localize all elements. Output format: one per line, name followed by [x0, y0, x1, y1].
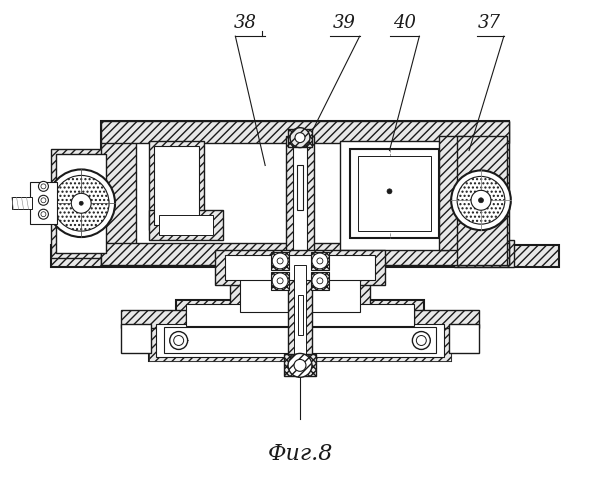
Bar: [149, 140, 203, 230]
Bar: [286, 136, 314, 265]
Bar: [311, 272, 329, 290]
Circle shape: [471, 190, 491, 210]
Circle shape: [290, 128, 310, 148]
Bar: [226, 255, 374, 280]
Bar: [121, 324, 151, 354]
Bar: [11, 198, 32, 209]
Circle shape: [295, 132, 305, 142]
Circle shape: [416, 336, 426, 345]
Text: 37: 37: [478, 14, 500, 32]
Bar: [230, 265, 370, 314]
Bar: [454, 240, 514, 267]
Bar: [298, 294, 303, 335]
Text: Фиг.8: Фиг.8: [268, 443, 332, 465]
Text: 40: 40: [393, 14, 416, 32]
Circle shape: [412, 332, 430, 349]
Bar: [154, 146, 199, 225]
Text: 38: 38: [234, 14, 257, 32]
Bar: [284, 354, 316, 376]
Bar: [215, 250, 385, 285]
Circle shape: [312, 253, 328, 269]
Bar: [340, 140, 449, 250]
Circle shape: [288, 354, 312, 378]
Bar: [176, 300, 424, 330]
Bar: [101, 120, 509, 265]
Circle shape: [277, 278, 283, 284]
Circle shape: [38, 209, 49, 219]
Bar: [415, 310, 479, 328]
Bar: [439, 136, 464, 250]
Bar: [297, 166, 303, 210]
Bar: [288, 265, 312, 360]
Circle shape: [79, 202, 83, 205]
Circle shape: [312, 273, 328, 289]
Circle shape: [41, 184, 46, 189]
Bar: [52, 148, 111, 258]
Circle shape: [317, 278, 323, 284]
Bar: [185, 304, 415, 326]
Bar: [311, 252, 329, 270]
Circle shape: [272, 273, 288, 289]
Circle shape: [38, 196, 49, 205]
Bar: [121, 310, 185, 328]
Bar: [52, 245, 559, 267]
Bar: [358, 156, 431, 231]
Circle shape: [38, 182, 49, 192]
Text: 39: 39: [333, 14, 356, 32]
Bar: [294, 265, 306, 360]
Bar: [149, 320, 451, 362]
Bar: [29, 182, 58, 224]
Bar: [288, 128, 312, 146]
Circle shape: [53, 176, 109, 231]
Bar: [293, 136, 307, 265]
Bar: [101, 120, 509, 142]
Bar: [56, 154, 106, 253]
Bar: [457, 136, 507, 265]
Bar: [271, 252, 289, 270]
Circle shape: [41, 198, 46, 203]
Bar: [271, 272, 289, 290]
Bar: [164, 326, 436, 353]
Bar: [350, 148, 439, 238]
Bar: [101, 120, 136, 265]
Circle shape: [174, 336, 184, 345]
Bar: [159, 215, 214, 235]
Circle shape: [47, 170, 115, 237]
Circle shape: [277, 258, 283, 264]
Circle shape: [451, 170, 511, 230]
Bar: [156, 324, 444, 358]
Bar: [149, 320, 451, 362]
Circle shape: [71, 194, 91, 213]
Bar: [126, 136, 484, 250]
Circle shape: [317, 258, 323, 264]
Bar: [241, 268, 359, 312]
Circle shape: [457, 176, 505, 224]
Bar: [449, 324, 479, 354]
Circle shape: [294, 360, 306, 372]
Circle shape: [272, 253, 288, 269]
Circle shape: [170, 332, 188, 349]
Bar: [454, 120, 509, 265]
Bar: [149, 210, 223, 240]
Bar: [101, 243, 509, 265]
Circle shape: [41, 212, 46, 216]
Circle shape: [387, 189, 392, 194]
Circle shape: [479, 198, 484, 203]
